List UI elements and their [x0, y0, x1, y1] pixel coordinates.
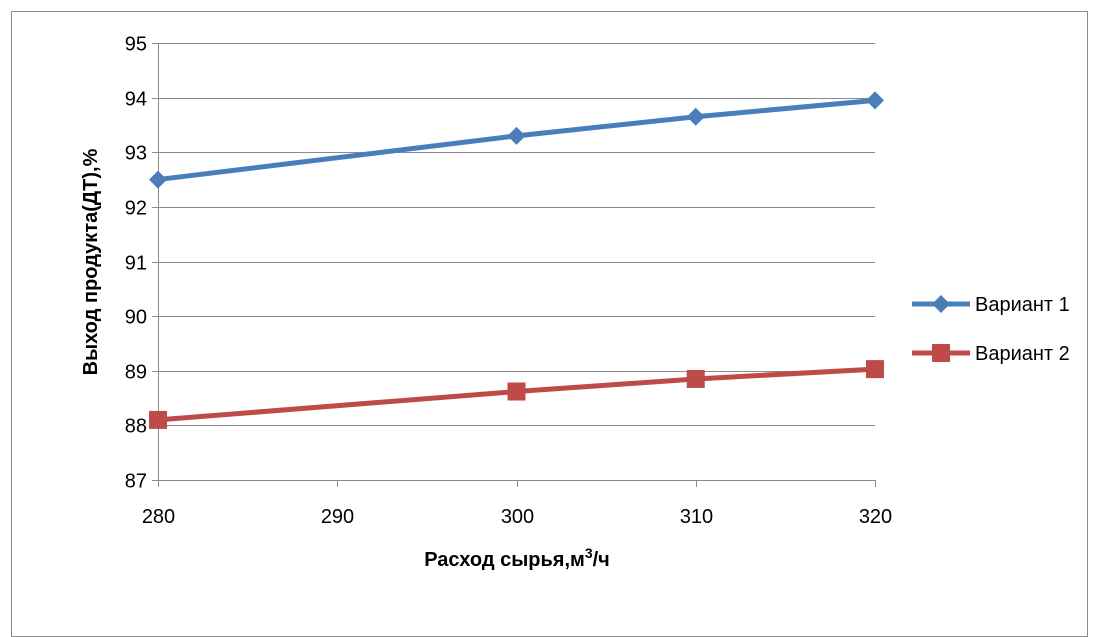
chart-frame	[11, 11, 1088, 637]
legend-label-2: Вариант 2	[975, 343, 1070, 365]
axes: 87 88 89 90 91 92 93 94 95 280 290 300 310 320	[125, 34, 892, 529]
gridlines	[158, 43, 875, 481]
series-2-point	[686, 369, 705, 388]
y-tick-label: 88	[125, 416, 147, 438]
x-tick-label: 300	[501, 506, 534, 528]
series-1-point	[149, 170, 167, 189]
series-2-point	[866, 360, 884, 379]
y-tick-label: 91	[125, 253, 147, 275]
series-1-point	[686, 107, 705, 126]
series-1-point	[507, 126, 526, 145]
y-tick-label: 90	[125, 307, 147, 329]
x-axis-title: Расход сырья,м3/ч	[424, 545, 610, 571]
y-tick-label: 94	[125, 89, 147, 111]
y-tick-label: 95	[125, 34, 147, 56]
legend-marker-1	[932, 295, 950, 313]
y-tick-label: 92	[125, 198, 147, 220]
x-tick-label: 310	[680, 506, 713, 528]
series-1-point	[866, 91, 884, 110]
series-line-2	[157, 366, 876, 423]
y-tick-label: 87	[125, 471, 147, 493]
legend-label-1: Вариант 1	[975, 294, 1070, 316]
series-2-point	[507, 382, 526, 401]
y-tick-label: 93	[125, 143, 147, 165]
legend-marker-2	[932, 344, 950, 362]
x-tick-label: 290	[321, 506, 354, 528]
x-tick-label: 280	[142, 506, 175, 528]
y-axis-title: Выход продукта(ДТ),%	[80, 148, 102, 375]
series-line-1	[157, 97, 876, 183]
y-tick-label: 89	[125, 362, 147, 384]
series-2-point	[149, 410, 167, 429]
series-layer	[149, 91, 884, 429]
x-tick-label: 320	[859, 506, 892, 528]
legend: Вариант 1 Вариант 2	[912, 294, 1070, 365]
